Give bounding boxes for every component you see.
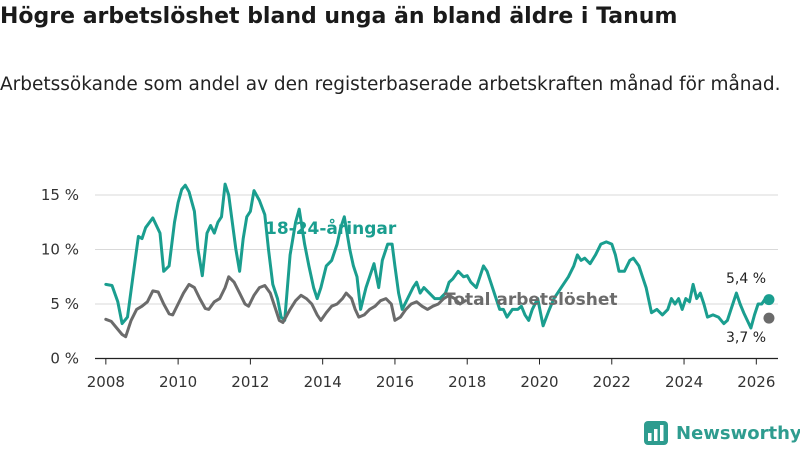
end-markers [763,294,775,324]
y-tick-label: 0 % [50,350,79,368]
series-line-18-24 [104,182,771,330]
x-tick-label: 2008 [87,373,125,391]
newsworthy-logo-icon [644,421,668,445]
y-tick-label: 5 % [50,295,79,313]
x-tick-label: 2014 [304,373,342,391]
series-label-18-24: 18-24-åringar [265,217,397,239]
x-axis-labels: 2008 2010 2012 2014 2016 2018 2020 2022 2024 2026 [87,373,776,391]
x-tick-label: 2020 [520,373,558,391]
y-tick-label: 15 % [41,186,79,204]
brand-name: Newsworthy [676,422,800,444]
brand-logo[interactable]: Newsworthy [644,419,800,447]
series-label-total: Total arbetslöshet [444,290,618,310]
y-axis-labels: 0 % 5 % 10 % 15 % [41,186,79,368]
x-tick-label: 2016 [376,373,414,391]
x-axis-ticks [105,358,757,365]
end-marker-total [763,312,775,324]
series-line-total [104,275,467,339]
x-tick-label: 2012 [231,373,269,391]
series-lines [104,182,771,339]
x-tick-label: 2022 [593,373,631,391]
y-tick-label: 10 % [41,241,79,259]
x-tick-label: 2018 [448,373,486,391]
end-value-label-total: 3,7 % [726,330,766,346]
x-tick-label: 2010 [159,373,197,391]
chart-subtitle: Arbetssökande som andel av den registerb… [0,74,781,95]
x-tick-label: 2024 [665,373,703,391]
end-marker-18-24 [763,294,775,306]
end-value-label-18-24: 5,4 % [726,271,766,287]
chart-title: Högre arbetslöshet bland unga än bland ä… [0,4,678,29]
x-tick-label: 2026 [737,373,775,391]
